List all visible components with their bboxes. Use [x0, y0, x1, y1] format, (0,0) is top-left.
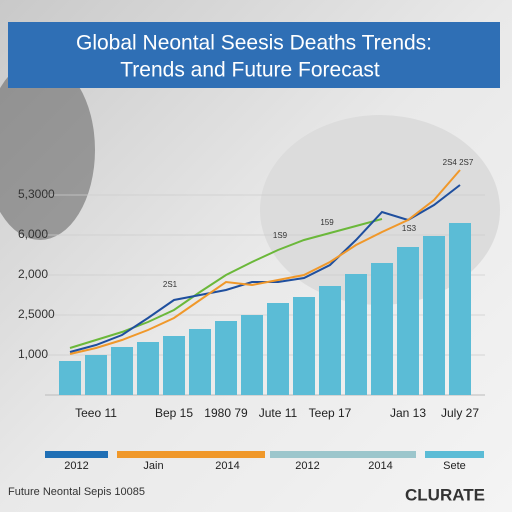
bar: [319, 286, 341, 395]
bar: [397, 247, 419, 395]
bar: [267, 303, 289, 395]
annotation: 2S1: [163, 280, 178, 289]
y-tick-label: 2,5000: [18, 307, 55, 321]
bar: [241, 315, 263, 395]
x-tick-label: Bep 15: [155, 406, 193, 420]
legend-swatch: [117, 451, 190, 458]
bar: [137, 342, 159, 395]
chart-title: Trends and Future Forecast: [120, 59, 380, 82]
bar: [423, 236, 445, 395]
chart-title: Global Neontal Seesis Deaths Trends:: [76, 32, 432, 55]
legend-swatch: [190, 451, 265, 458]
x-tick-label: Teep 17: [309, 406, 352, 420]
legend-swatch: [345, 451, 416, 458]
x-tick-label: Teeo 11: [75, 406, 117, 420]
x-tick-label: Jan 13: [390, 406, 426, 420]
bar: [59, 361, 81, 395]
y-tick-label: 6,000: [18, 227, 48, 241]
x-tick-label: 1980 79: [204, 406, 248, 420]
bar: [111, 347, 133, 395]
annotation: 1S9: [273, 231, 288, 240]
logo: CLURATE: [405, 485, 485, 504]
legend-label: Jain: [143, 460, 163, 472]
annotation: 1S3: [402, 224, 417, 233]
legend-swatch: [45, 451, 108, 458]
bar: [371, 263, 393, 395]
legend-label: 2014: [368, 460, 392, 472]
line: [69, 169, 461, 355]
x-tick-label: July 27: [441, 406, 479, 420]
x-tick-label: Jute 11: [259, 406, 298, 420]
y-tick-label: 5,3000: [18, 187, 55, 201]
bar: [163, 336, 185, 395]
legend-swatch: [270, 451, 345, 458]
bar: [449, 223, 471, 395]
title-box: [8, 22, 500, 88]
footer: Future Neontal Sepis 10085: [8, 486, 145, 498]
y-tick-label: 1,000: [18, 347, 48, 361]
bar: [345, 274, 367, 395]
bar: [293, 297, 315, 395]
bar: [85, 355, 107, 395]
line: [69, 218, 383, 349]
legend-label: 2012: [64, 460, 88, 472]
annotation: 2S4 2S7: [443, 158, 474, 167]
bar: [215, 321, 237, 395]
legend-label: 2012: [295, 460, 319, 472]
legend-label: Sete: [443, 460, 466, 472]
annotation: 159: [320, 218, 334, 227]
bar: [189, 329, 211, 395]
y-tick-label: 2,000: [18, 267, 48, 281]
legend-swatch: [425, 451, 484, 458]
legend-label: 2014: [215, 460, 239, 472]
